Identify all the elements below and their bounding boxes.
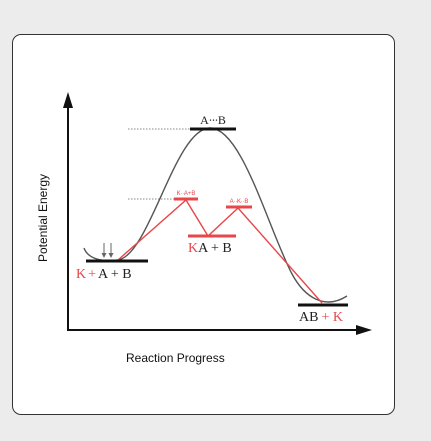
products-main-label: AB (299, 310, 318, 325)
products-catalyst-label: + K (321, 310, 343, 325)
y-axis-label-panel (26, 124, 62, 312)
intermediate-label: KA + B (188, 241, 232, 256)
energy-arrow-1-head (101, 253, 107, 258)
catalyzed-ts2-label: A∙∙K∙∙B (230, 199, 249, 205)
blank-label-panel (88, 108, 128, 258)
x-axis-label: Reaction Progress (126, 351, 225, 365)
reactants-label: K + A + B (76, 267, 132, 282)
intermediate-rest-label: A + B (198, 241, 232, 256)
reactants-plus-label: + (88, 267, 96, 282)
catalyzed-ts1-label: K∙∙A+B (177, 191, 196, 197)
y-axis-label: Potential Energy (36, 174, 50, 262)
x-axis-label-panel (114, 341, 334, 373)
reactants-rest-label: A + B (98, 267, 132, 282)
intermediate-catalyst-label: K (188, 241, 198, 256)
uncatalyzed-ts-label: A∙∙∙B (200, 113, 226, 127)
energy-arrow-2-head (108, 253, 114, 258)
y-axis-arrowhead (63, 92, 73, 108)
reactants-catalyst-label: K (76, 267, 86, 282)
x-axis-arrowhead (356, 325, 372, 335)
products-label: AB + K (299, 310, 343, 325)
